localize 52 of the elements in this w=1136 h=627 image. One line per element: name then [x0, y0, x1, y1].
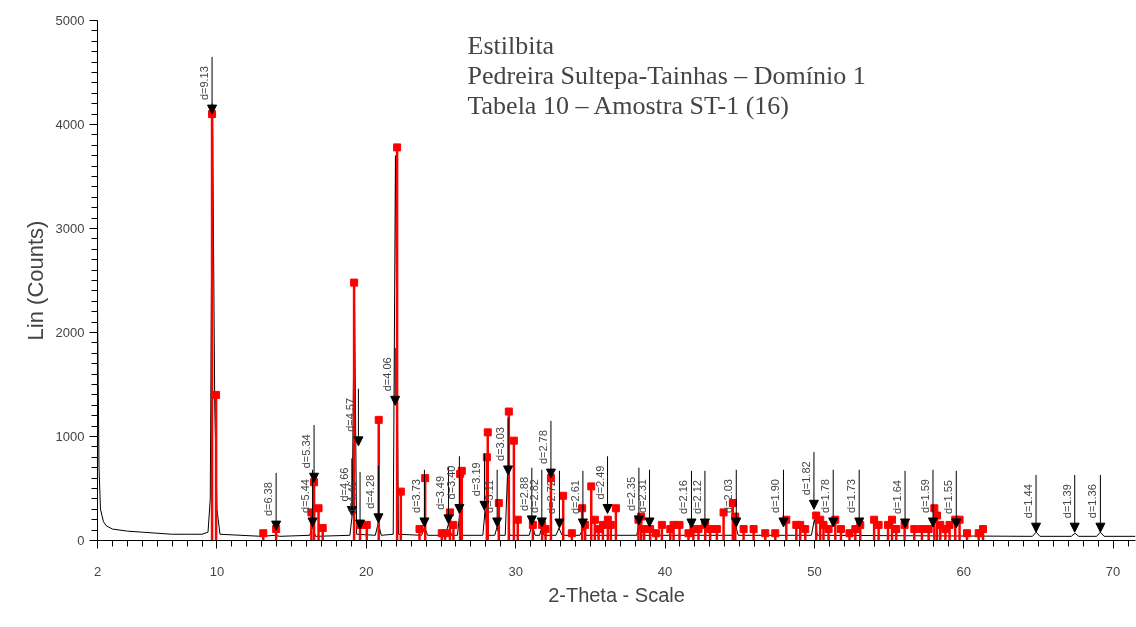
annotation: d=1.36 [1086, 484, 1099, 519]
x-tick-label: 50 [807, 563, 822, 579]
y-tick-label: 2000 [55, 325, 85, 340]
annotation: d=2.35 [624, 476, 637, 511]
annotation: d=2.61 [568, 480, 581, 515]
annotation: d=3.11 [483, 479, 496, 513]
annotation: d=4.06 [381, 357, 394, 392]
annotation: d=2.31 [635, 479, 648, 513]
annotation: d=2.03 [722, 479, 735, 513]
annotation: d=9.13 [198, 66, 211, 101]
x-tick-label: 20 [359, 563, 374, 579]
y-tick-label: 0 [77, 533, 85, 548]
y-tick-label: 1000 [55, 429, 85, 444]
annotation: d=1.55 [942, 480, 955, 515]
annotation: d=1.90 [769, 479, 782, 513]
annotation: d=1.73 [845, 479, 858, 513]
annotation: d=2.72 [545, 480, 558, 515]
text: Pedreira Sultepa-Tainhas – Domínio 1 Tabela 10 – Amostra ST-1 (16) [467, 60, 866, 120]
annotation: d=2.12 [690, 480, 703, 515]
y-tick-label: 4000 [55, 117, 85, 132]
x-tick-label: 10 [209, 563, 225, 579]
annotation: d=2.88 [517, 476, 530, 511]
chart-title: Estilbita [467, 30, 555, 60]
annotation: d=4.28 [364, 474, 377, 509]
annotation: d=5.44 [298, 479, 311, 513]
annotation: d=5.34 [300, 434, 313, 469]
annotation: d=2.49 [593, 465, 606, 500]
y-tick-label: 3000 [55, 221, 85, 236]
x-tick-label: 2 [93, 563, 102, 579]
annotation: d=1.64 [891, 480, 904, 515]
annotation: d=1.44 [1022, 484, 1035, 519]
annotation: d=1.39 [1060, 484, 1073, 519]
annotation: d=1.78 [819, 479, 832, 513]
x-tick-label: 60 [956, 563, 971, 579]
annotation: d=1.82 [799, 461, 812, 496]
annotation: d=3.49 [434, 475, 447, 510]
annotation: d=3.40 [445, 465, 458, 500]
annotation: d=2.78 [536, 430, 549, 465]
annotation: d=3.19 [470, 462, 483, 497]
annotation: d=4.57 [344, 397, 357, 432]
y-tick-label: 5000 [55, 13, 85, 28]
x-tick-label: 30 [508, 563, 523, 579]
annotation: d=6.38 [262, 482, 275, 517]
x-tick-label: 40 [657, 563, 673, 579]
x-tick-label: 70 [1105, 563, 1121, 579]
annotation: d=1.59 [918, 479, 931, 513]
x-axis-title: 2-Theta - Scale [548, 583, 685, 606]
annotation: d=2.82 [527, 479, 540, 513]
annotation: d=3.73 [410, 479, 423, 513]
annotation: d=2.16 [677, 480, 690, 515]
y-axis-title: Lin (Counts) [22, 220, 48, 341]
annotation: d=3.03 [494, 427, 507, 461]
